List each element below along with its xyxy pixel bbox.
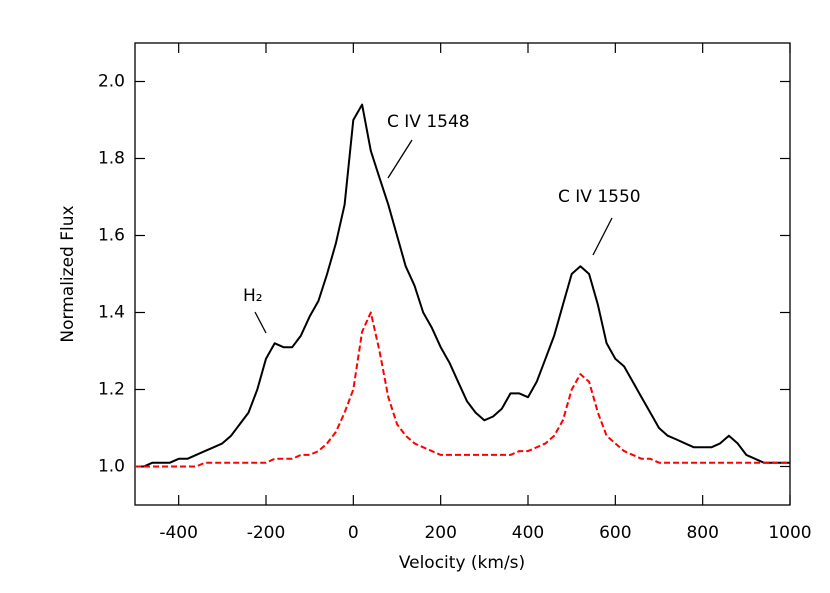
y-tick-label: 1.0: [98, 457, 125, 477]
x-tick-label: 400: [512, 523, 544, 543]
annotation: H₂: [243, 286, 263, 306]
x-axis-label: Velocity (km/s): [399, 553, 525, 573]
annotation-pointer: [254, 311, 267, 334]
x-tick-label: 200: [424, 523, 456, 543]
annotation-pointer: [592, 217, 613, 256]
x-tick-label: -400: [159, 523, 198, 543]
y-tick-label: 1.8: [98, 149, 125, 169]
x-tick-label: 600: [599, 523, 631, 543]
x-tick-label: 800: [686, 523, 718, 543]
data-line: [135, 311, 790, 468]
x-tick-label: 0: [348, 523, 359, 543]
y-axis-label: Normalized Flux: [58, 205, 78, 342]
data-line: [135, 103, 790, 468]
plot-frame: [134, 42, 791, 506]
y-tick-label: 1.6: [98, 226, 125, 246]
annotation: C IV 1548: [387, 112, 470, 132]
x-tick-label: -200: [247, 523, 286, 543]
y-tick-label: 1.2: [98, 380, 125, 400]
annotation: C IV 1550: [558, 187, 641, 207]
y-tick-label: 1.4: [98, 303, 125, 323]
y-tick-label: 2.0: [98, 72, 125, 92]
annotation-pointer: [387, 139, 413, 179]
x-tick-label: 1000: [768, 523, 811, 543]
